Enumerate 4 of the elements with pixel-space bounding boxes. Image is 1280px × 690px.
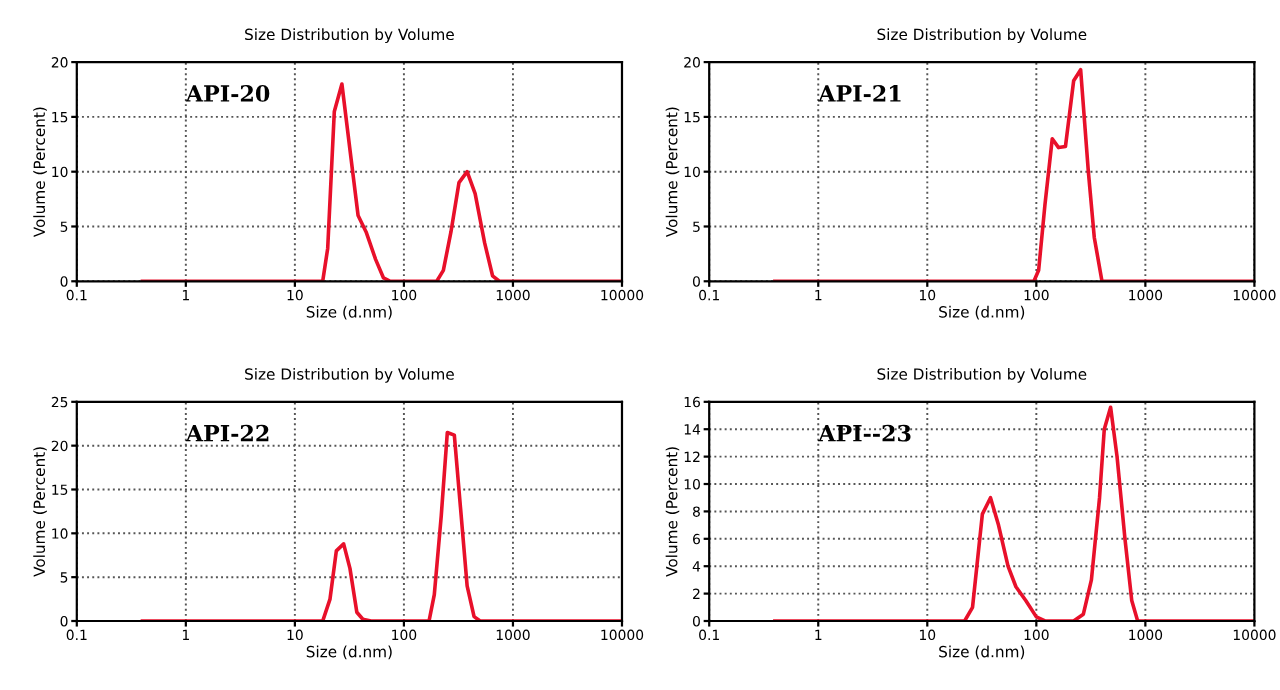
annotation: API-22: [185, 424, 269, 442]
annotation: API--23: [818, 424, 911, 442]
annotation: API-20: [185, 85, 270, 102]
annotation: API-21: [818, 85, 901, 102]
